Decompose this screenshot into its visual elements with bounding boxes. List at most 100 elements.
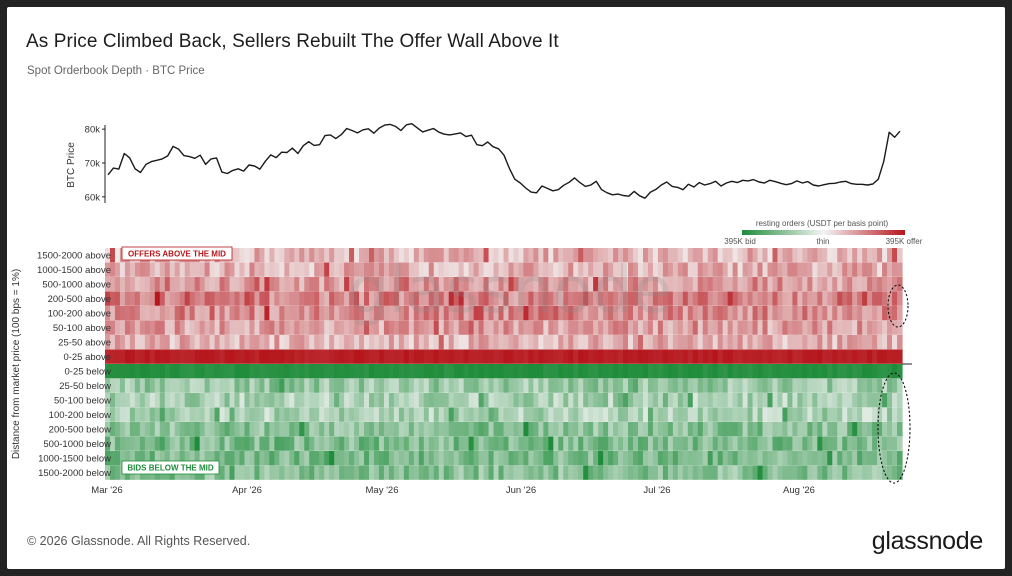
heatmap-cell xyxy=(483,364,490,379)
heatmap-cell xyxy=(119,407,126,422)
x-tick-label: Jun '26 xyxy=(506,485,536,496)
heatmap-cell xyxy=(179,349,186,364)
heatmap-cell xyxy=(608,465,614,480)
heatmap-cell xyxy=(867,465,873,480)
heatmap-cell xyxy=(498,335,505,350)
heatmap-cell xyxy=(448,378,455,393)
heatmap-cell xyxy=(393,262,400,277)
heatmap-cell xyxy=(334,364,340,379)
heatmap-cell xyxy=(498,378,505,393)
heatmap-cell xyxy=(533,422,539,437)
heatmap-cell xyxy=(757,422,764,437)
heatmap-cell xyxy=(623,277,629,292)
heatmap-cell xyxy=(742,451,749,466)
heatmap-cell xyxy=(259,436,265,451)
heatmap-cell xyxy=(548,335,554,350)
heatmap-cell xyxy=(164,320,171,335)
heatmap-cell xyxy=(369,291,375,306)
heatmap-cell xyxy=(448,364,455,379)
heatmap-cell xyxy=(623,378,629,393)
heatmap-cell xyxy=(378,335,385,350)
heatmap-cell xyxy=(169,407,176,422)
heatmap-cell xyxy=(837,335,843,350)
heatmap-cell xyxy=(782,277,789,292)
heatmap-cell xyxy=(618,335,624,350)
heatmap-cell xyxy=(259,378,265,393)
heatmap-cell xyxy=(289,335,295,350)
heatmap-cell xyxy=(628,248,634,263)
heatmap-cell xyxy=(767,407,774,422)
heatmap-cell xyxy=(269,262,275,277)
heatmap-cell xyxy=(259,291,265,306)
heatmap-cell xyxy=(827,277,833,292)
heatmap-cell xyxy=(359,306,365,321)
heatmap-cell xyxy=(105,335,111,350)
heatmap-cell xyxy=(269,465,275,480)
heatmap-cell xyxy=(772,422,779,437)
heatmap-cell xyxy=(752,262,759,277)
heatmap-cell xyxy=(528,349,534,364)
heatmap-cell xyxy=(249,262,256,277)
heatmap-cell xyxy=(742,277,749,292)
heatmap-cell xyxy=(498,349,505,364)
heatmap-cell xyxy=(573,364,579,379)
heatmap-cell xyxy=(822,393,828,408)
heatmap-cell xyxy=(528,451,534,466)
heatmap-cell xyxy=(274,306,280,321)
heatmap-cell xyxy=(314,349,320,364)
heatmap-cell xyxy=(224,335,231,350)
heatmap-cell xyxy=(344,291,350,306)
heatmap-cell xyxy=(737,422,744,437)
heatmap-cell xyxy=(603,306,609,321)
heatmap-cell xyxy=(518,422,525,437)
heatmap-cell xyxy=(289,364,295,379)
heatmap-cell xyxy=(329,378,335,393)
heatmap-cell xyxy=(817,364,823,379)
heatmap-cell xyxy=(398,306,405,321)
heatmap-cell xyxy=(428,393,435,408)
heatmap-cell xyxy=(468,248,475,263)
heatmap-cell xyxy=(349,465,355,480)
heatmap-cell xyxy=(897,335,903,350)
heatmap-cell xyxy=(154,451,161,466)
heatmap-cell xyxy=(329,349,335,364)
heatmap-cell xyxy=(403,436,410,451)
heatmap-cell xyxy=(652,306,659,321)
heatmap-cell xyxy=(159,320,166,335)
heatmap-cell xyxy=(812,436,818,451)
heatmap-cell xyxy=(767,364,774,379)
heatmap-cell xyxy=(319,407,325,422)
heatmap-cell xyxy=(309,451,315,466)
heatmap-cell xyxy=(359,422,365,437)
heatmap-cell xyxy=(518,335,525,350)
heatmap-cell xyxy=(692,320,699,335)
heatmap-cell xyxy=(877,291,883,306)
heatmap-cell xyxy=(797,291,803,306)
heatmap-cell xyxy=(448,291,455,306)
heatmap-cell xyxy=(224,436,231,451)
heatmap-cell xyxy=(867,335,873,350)
heatmap-cell xyxy=(872,451,878,466)
heatmap-cell xyxy=(378,465,385,480)
heatmap-cell xyxy=(408,349,415,364)
heatmap-cell xyxy=(752,393,759,408)
heatmap-cell xyxy=(543,262,549,277)
heatmap-cell xyxy=(393,335,400,350)
heatmap-cell xyxy=(488,393,495,408)
heatmap-cell xyxy=(568,465,574,480)
heatmap-cell xyxy=(114,407,121,422)
heatmap-cell xyxy=(105,262,111,277)
heatmap-cell xyxy=(637,306,644,321)
heatmap-cell xyxy=(364,364,370,379)
heatmap-cell xyxy=(234,465,241,480)
heatmap-cell xyxy=(309,364,315,379)
heatmap-cell xyxy=(807,393,813,408)
heatmap-cell xyxy=(523,407,529,422)
heatmap-cell xyxy=(134,306,141,321)
heatmap-cell xyxy=(254,451,261,466)
heatmap-cell xyxy=(154,320,161,335)
heatmap-cell xyxy=(613,407,619,422)
heatmap-cell xyxy=(369,306,375,321)
heatmap-cell xyxy=(613,465,619,480)
heatmap-cell xyxy=(573,277,579,292)
